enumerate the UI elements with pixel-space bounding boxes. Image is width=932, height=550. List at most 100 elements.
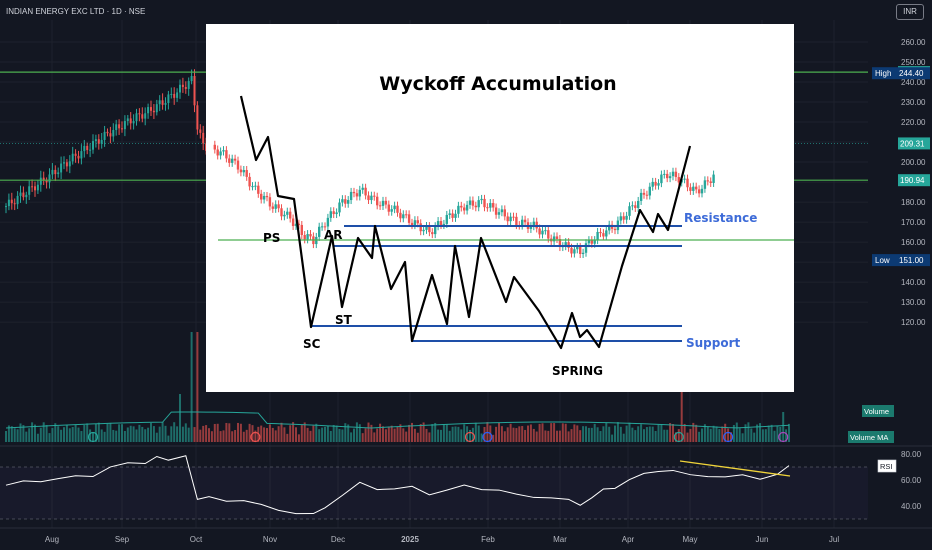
overlay-candle	[509, 216, 512, 222]
volume-bar	[263, 427, 266, 442]
overlay-candle	[637, 200, 640, 208]
overlay-candle	[538, 228, 541, 235]
overlay-candle	[225, 150, 228, 159]
volume-bar	[564, 423, 567, 442]
overlay-candle	[645, 194, 649, 196]
volume-bar	[599, 431, 602, 442]
overlay-candle	[318, 226, 321, 237]
overlay-candle	[555, 236, 559, 240]
volume-bar	[231, 431, 234, 442]
volume-bar	[498, 422, 500, 442]
volume-bar	[666, 429, 669, 442]
volume-badge-label: Volume	[864, 407, 889, 416]
volume-bar	[645, 427, 648, 442]
volume-bar	[614, 425, 616, 442]
overlay-candle	[477, 200, 480, 208]
volume-bar	[164, 425, 167, 442]
volume-bar	[492, 434, 495, 442]
overlay-candle	[689, 187, 692, 191]
overlay-candle	[419, 223, 422, 232]
volume-bar	[616, 422, 619, 442]
price-badge	[872, 67, 930, 80]
candle	[28, 186, 31, 195]
x-tick-label: Feb	[481, 535, 495, 544]
volume-bar	[776, 426, 779, 442]
volume-bar	[237, 422, 239, 442]
overlay-candle	[558, 239, 562, 248]
volume-bar	[451, 426, 454, 442]
overlay-candle	[309, 234, 312, 237]
volume-bar	[625, 425, 628, 442]
overlay-candle	[608, 224, 611, 231]
volume-bar	[65, 425, 68, 442]
overlay-candle	[338, 202, 341, 213]
volume-bar	[532, 428, 535, 442]
overlay-candle	[654, 181, 657, 186]
volume-bar	[286, 433, 289, 442]
candle	[51, 169, 54, 175]
price-badge-value: 190.94	[900, 176, 925, 185]
volume-bar	[196, 332, 199, 442]
currency-button[interactable]: INR	[896, 4, 924, 20]
x-tick-label: 2025	[401, 535, 419, 544]
overlay-candle	[222, 150, 225, 152]
overlay-candle	[706, 180, 709, 182]
volume-bar	[248, 423, 251, 442]
overlay-candle	[399, 212, 402, 219]
volume-bar	[367, 422, 370, 442]
volume-bar	[782, 412, 785, 442]
volume-bar	[770, 424, 773, 442]
overlay-candle	[515, 216, 518, 226]
volume-bar	[413, 428, 416, 442]
overlay-candle	[593, 240, 596, 244]
candle	[13, 203, 16, 205]
overlay-candle	[378, 205, 382, 207]
volume-bar	[318, 429, 321, 442]
candle	[176, 92, 179, 98]
volume-bar	[460, 429, 463, 442]
candle	[147, 107, 150, 114]
overlay-candle	[384, 200, 388, 205]
volume-bar	[469, 429, 471, 442]
volume-bar	[283, 427, 286, 442]
candle	[161, 100, 164, 105]
rsi-trendline	[679, 460, 791, 477]
volume-bar	[628, 422, 631, 442]
candle	[31, 186, 34, 188]
rsi-badge-label: RSI	[880, 462, 893, 471]
volume-bar	[471, 427, 474, 442]
y-tick-label: 160.00	[901, 238, 926, 247]
event-marker-icon	[722, 431, 734, 443]
overlay-candle	[349, 191, 353, 201]
candle	[164, 103, 167, 105]
overlay-candle	[486, 207, 489, 209]
volume-bar	[727, 428, 730, 442]
candle	[202, 132, 205, 144]
volume-bar	[115, 430, 118, 442]
volume-bar	[364, 428, 367, 442]
candle	[109, 133, 112, 137]
overlay-candle	[471, 200, 475, 206]
volume-bar	[509, 423, 512, 442]
volume-bar	[419, 424, 422, 442]
volume-bar	[674, 432, 677, 442]
volume-bar	[16, 429, 19, 442]
volume-bar	[402, 428, 405, 442]
volume-bar	[344, 423, 347, 442]
volume-bar	[521, 426, 524, 442]
volume-bar	[80, 431, 83, 442]
volume-bar	[399, 424, 402, 442]
candle	[112, 130, 115, 137]
overlay-candle	[300, 224, 303, 236]
volume-bar	[585, 426, 587, 442]
volume-bar	[210, 431, 213, 442]
volume-bar	[347, 424, 350, 442]
volume-bar	[393, 428, 396, 442]
candle	[36, 184, 39, 191]
volume-ma-badge	[848, 431, 894, 443]
volume-ma-badge-label: Volume MA	[850, 433, 888, 442]
volume-bar	[706, 426, 709, 442]
volume-bar	[324, 426, 326, 442]
volume-bar	[596, 427, 599, 442]
volume-bar	[208, 428, 210, 442]
